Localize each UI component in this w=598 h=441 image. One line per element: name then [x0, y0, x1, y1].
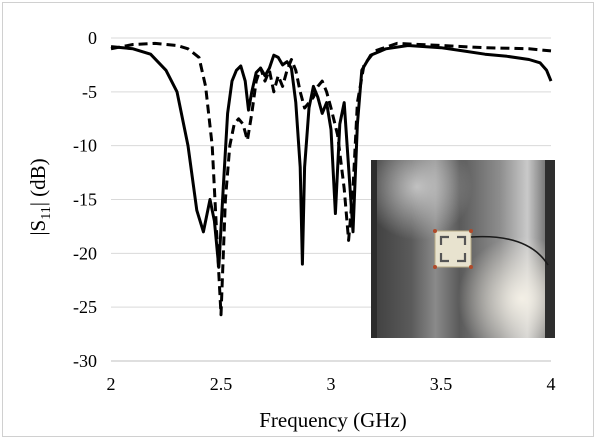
x-tick-label: 4 — [547, 374, 556, 394]
feed-cable — [470, 235, 549, 266]
y-axis-label: |S11| (dB) — [26, 158, 54, 235]
x-tick-label: 3 — [327, 374, 336, 394]
y-tick-label: -10 — [73, 136, 97, 156]
patch-corner-marker — [469, 229, 473, 233]
y-tick-label: -5 — [82, 82, 97, 102]
x-tick-label: 2.5 — [210, 374, 233, 394]
s11-chart: 0 -5 -10 -15 -20 -25 -30 2 2.5 3 3.5 4 Frequency (G… — [26, 28, 556, 432]
inset-right-edge — [545, 160, 555, 338]
y-axis-label-sub: 11 — [39, 206, 54, 219]
y-axis-label-tail: | (dB) — [26, 158, 50, 206]
series-group — [110, 41, 553, 317]
x-axis-label: Frequency (GHz) — [259, 408, 407, 432]
y-tick-label: -25 — [73, 297, 97, 317]
y-tick-label: -15 — [73, 190, 97, 210]
inset-photo — [371, 160, 555, 338]
chart-frame: 0 -5 -10 -15 -20 -25 -30 2 2.5 3 3.5 4 Frequency (G… — [2, 2, 594, 437]
y-tick-label: -20 — [73, 243, 97, 263]
patch-corner-marker — [433, 265, 437, 269]
y-tick-label: 0 — [88, 28, 97, 48]
series-line-solid — [110, 44, 553, 269]
antenna-slots — [439, 235, 467, 263]
tick-labels: 0 -5 -10 -15 -20 -25 -30 2 2.5 3 3.5 4 — [73, 28, 556, 394]
series-line-dashed — [110, 41, 552, 317]
y-tick-label: -30 — [73, 351, 97, 371]
inset-left-edge — [371, 160, 377, 338]
y-axis-label-main: |S — [26, 220, 50, 236]
x-tick-label: 2 — [107, 374, 116, 394]
patch-corner-marker — [469, 265, 473, 269]
x-tick-label: 3.5 — [430, 374, 453, 394]
patch-corner-marker — [433, 229, 437, 233]
